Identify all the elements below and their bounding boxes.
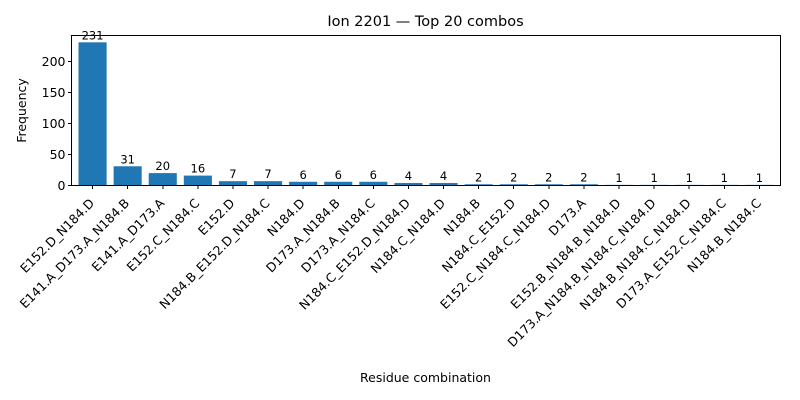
bar-11 <box>429 183 458 186</box>
bar-15 <box>569 184 598 186</box>
chart-title: Ion 2201 — Top 20 combos <box>327 14 523 30</box>
bar-3 <box>148 173 177 186</box>
bar-8 <box>324 181 353 186</box>
bar-14 <box>534 184 563 186</box>
data-label-18: 1 <box>686 171 693 185</box>
bar-2 <box>113 166 142 186</box>
data-label-8: 6 <box>335 168 342 182</box>
y-tick-label-50: 50 <box>50 147 66 162</box>
bars-group <box>78 42 774 186</box>
data-label-14: 2 <box>545 170 552 184</box>
bar-9 <box>359 181 388 186</box>
bar-7 <box>289 181 318 186</box>
bar-4 <box>183 175 212 186</box>
data-label-6: 7 <box>264 167 271 181</box>
data-label-13: 2 <box>510 170 517 184</box>
y-tick-label-150: 150 <box>42 85 66 100</box>
data-label-17: 1 <box>650 171 657 185</box>
y-axis-label: Frequency <box>14 78 29 143</box>
data-label-19: 1 <box>721 171 728 185</box>
plot-frame <box>71 35 781 186</box>
bar-1 <box>78 42 107 186</box>
data-label-3: 20 <box>155 159 170 173</box>
data-label-9: 6 <box>370 168 377 182</box>
data-label-2: 31 <box>120 152 135 166</box>
bar-5 <box>218 181 247 186</box>
y-tick-label-0: 0 <box>58 178 66 193</box>
bar-6 <box>254 181 283 186</box>
y-tick-label-200: 200 <box>42 54 66 69</box>
data-label-15: 2 <box>580 170 587 184</box>
y-axis: 0 50 100 150 200 <box>42 54 72 193</box>
bar-12 <box>464 184 493 186</box>
data-label-4: 16 <box>191 162 206 176</box>
bar-13 <box>499 184 528 186</box>
y-tick-label-100: 100 <box>42 116 66 131</box>
data-label-5: 7 <box>229 167 236 181</box>
data-label-16: 1 <box>615 171 622 185</box>
data-label-11: 4 <box>440 169 447 183</box>
data-label-12: 2 <box>475 170 482 184</box>
bar-10 <box>394 183 423 186</box>
x-axis-label: Residue combination <box>360 370 491 385</box>
data-label-20: 1 <box>756 171 763 185</box>
data-label-7: 6 <box>299 168 306 182</box>
data-label-10: 4 <box>405 169 412 183</box>
x-axis: E152.D_N184.DE141.A_D173.A_N184.BE141.A_… <box>17 185 764 350</box>
